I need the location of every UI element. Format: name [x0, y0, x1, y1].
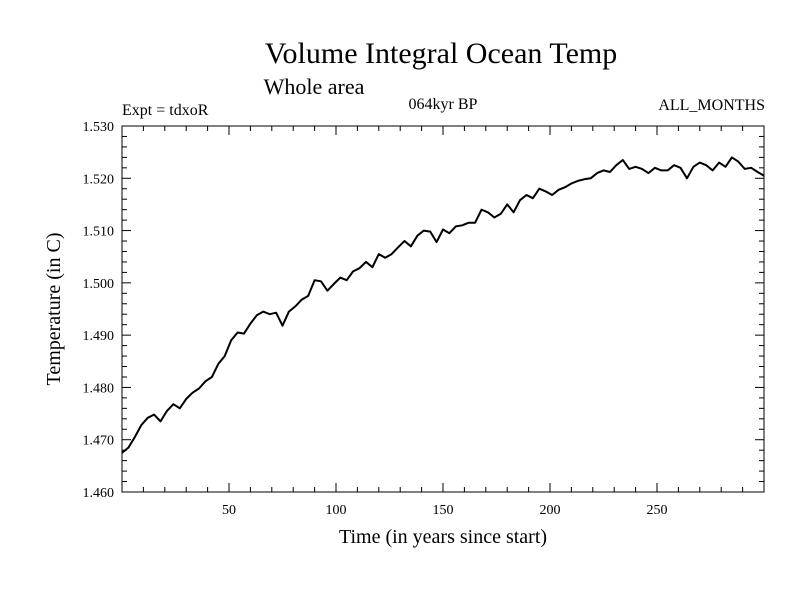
chart-title: Volume Integral Ocean Temp: [265, 37, 618, 70]
y-tick-label: 1.520: [83, 172, 115, 187]
y-tick-label: 1.490: [83, 329, 115, 344]
series-layer: [121, 156, 765, 454]
months-label: ALL_MONTHS: [658, 97, 765, 114]
x-tick-label: 250: [647, 503, 668, 518]
plot-frame: [121, 125, 765, 493]
period-label: 064kyr BP: [409, 96, 478, 113]
chart-subtitle: Whole area: [264, 74, 365, 99]
y-tick-label: 1.500: [83, 277, 115, 292]
x-tick-label: 200: [540, 503, 561, 518]
y-axis-label: Temperature (in C): [43, 233, 65, 386]
y-tick-label: 1.530: [83, 120, 115, 135]
y-tick-label: 1.510: [83, 225, 115, 240]
y-tick-label: 1.460: [83, 486, 115, 501]
x-tick-label: 50: [222, 503, 236, 518]
experiment-label: Expt = tdxoR: [122, 102, 209, 119]
x-tick-label: 150: [433, 503, 454, 518]
x-axis-label: Time (in years since start): [339, 526, 547, 548]
axes: 50 100 150 200 250 1.460 1.470 1.480 1.490 1.500 1…: [83, 120, 764, 518]
temperature-series-line: [121, 156, 765, 454]
x-tick-label: 100: [326, 503, 347, 518]
y-tick-label: 1.480: [83, 381, 115, 396]
y-tick-label: 1.470: [83, 434, 115, 449]
